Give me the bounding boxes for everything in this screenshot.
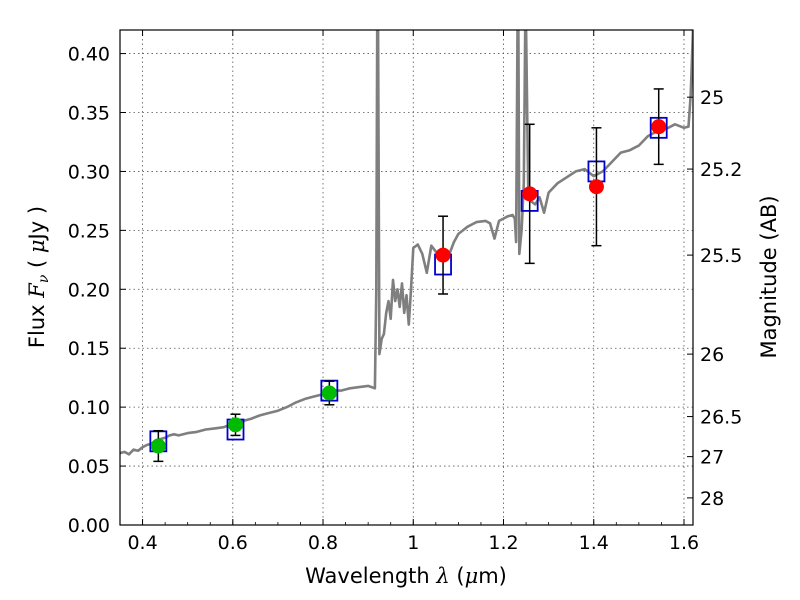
y-tick-label: 0.05	[68, 456, 110, 478]
x-tick-label: 0.6	[218, 532, 248, 554]
y-tick-label: 0.35	[68, 103, 110, 125]
y-tick-label: 0.25	[68, 220, 110, 242]
observed-point	[228, 417, 244, 433]
x-tick-label: 0.4	[127, 532, 157, 554]
plot-background	[120, 30, 693, 525]
y-axis-title: Flux Fν ( μJy )	[25, 206, 52, 348]
right-tick-label: 28	[700, 488, 724, 510]
x-tick-label: 1.4	[579, 532, 609, 554]
observed-point	[651, 119, 667, 135]
right-tick-label: 25.2	[700, 159, 742, 181]
observed-point	[150, 438, 166, 454]
x-tick-label: 0.8	[308, 532, 338, 554]
observed-point	[588, 179, 604, 195]
x-tick-label: 1.2	[488, 532, 518, 554]
observed-point	[435, 247, 451, 263]
y-tick-label: 0.15	[68, 338, 110, 360]
x-tick-label: 1	[407, 532, 419, 554]
right-tick-label: 25	[700, 87, 724, 109]
y-tick-label: 0.10	[68, 397, 110, 419]
spectrum-line	[120, 30, 693, 456]
plot-content	[120, 30, 693, 463]
plot-frame	[119, 29, 694, 526]
x-tick-label: 1.6	[669, 532, 699, 554]
x-axis-title: Wavelength λ (μm)	[305, 564, 507, 588]
right-tick-label: 26	[700, 344, 724, 366]
y-tick-label: 0.00	[68, 515, 110, 537]
observed-point	[522, 186, 538, 202]
y-tick-label: 0.40	[68, 44, 110, 66]
y-tick-label: 0.30	[68, 161, 110, 183]
right-tick-label: 26.5	[700, 407, 742, 429]
y-tick-label: 0.20	[68, 279, 110, 301]
ticks: 0.4 0.6 0.8 1 1.2 1.4 1.6 0.00 0.05 0.10 0.15 0.20 0…	[68, 30, 742, 554]
observed-point	[321, 385, 337, 401]
right-axis-title: Magnitude (AB)	[757, 195, 781, 358]
right-tick-label: 25.5	[700, 245, 742, 267]
right-tick-label: 27	[700, 447, 724, 469]
